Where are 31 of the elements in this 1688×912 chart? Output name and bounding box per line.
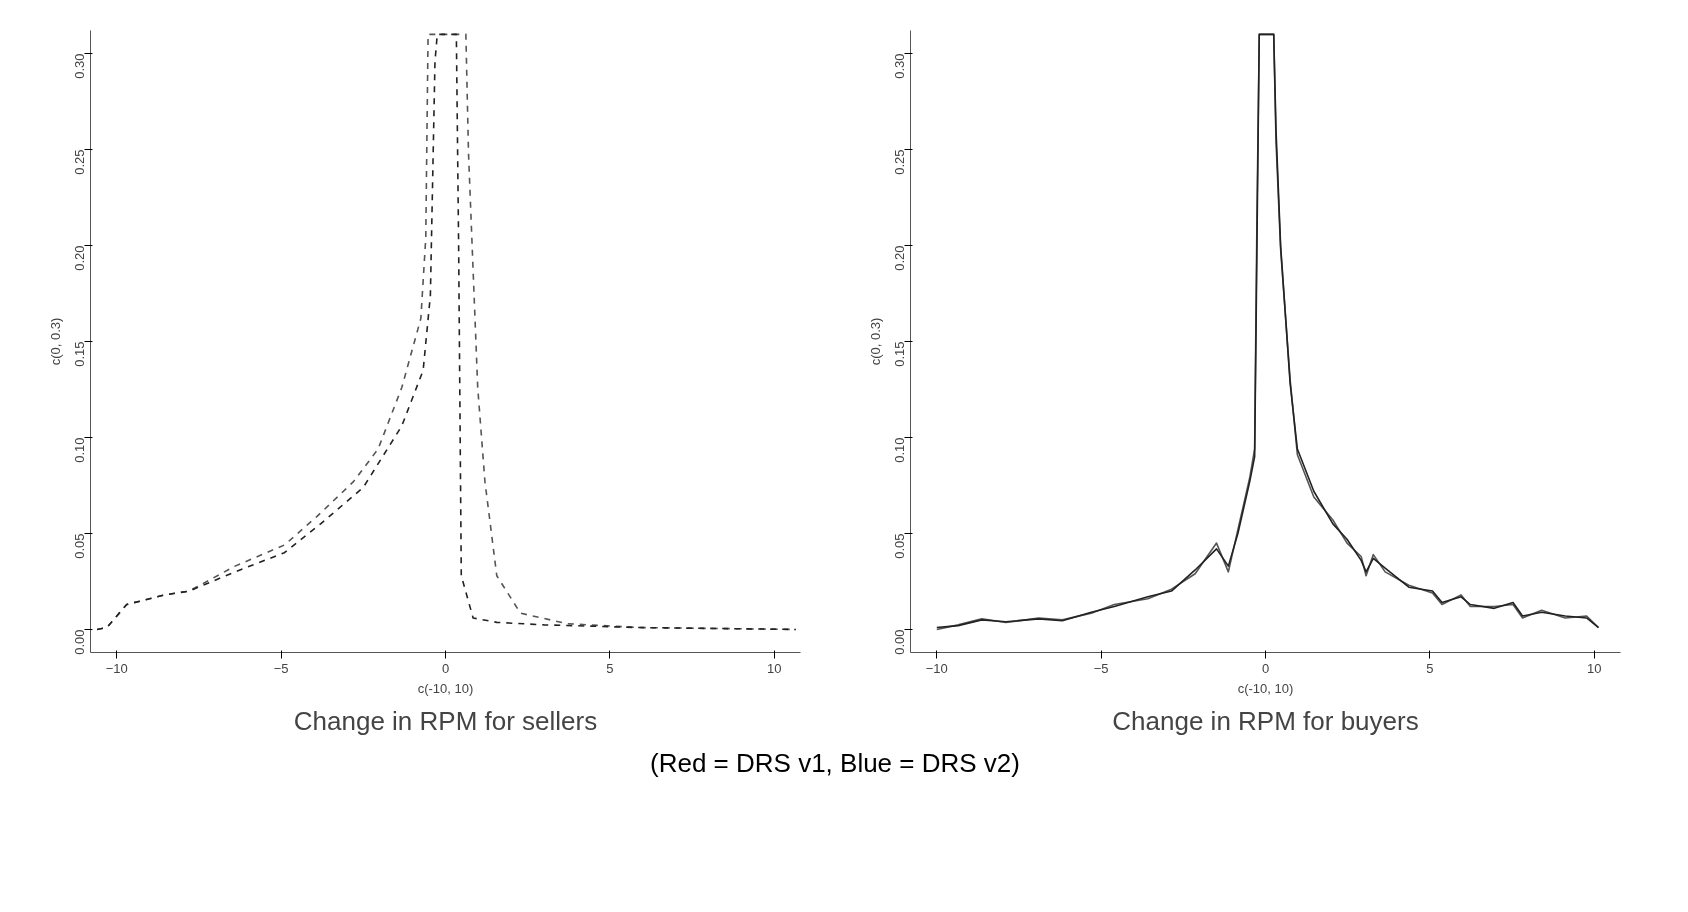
x-tick-label: −10 xyxy=(105,660,128,676)
y-tick-label: 0.10 xyxy=(72,437,87,463)
y-tick-label: 0.30 xyxy=(892,53,907,79)
x-axis-title: c(-10, 10) xyxy=(417,680,474,696)
y-tick-label: 0.10 xyxy=(892,437,907,463)
x-tick-label: −10 xyxy=(925,660,948,676)
y-tick-label: 0.05 xyxy=(72,533,87,559)
x-tick-label: 0 xyxy=(441,660,450,676)
y-tick-label: 0.30 xyxy=(72,53,87,79)
y-axis-title: c(0, 0.3) xyxy=(47,317,63,366)
y-tick-label: 0.00 xyxy=(72,629,87,655)
x-axis-title: c(-10, 10) xyxy=(1237,680,1294,696)
x-tick-label: 10 xyxy=(1586,660,1602,676)
y-tick-label: 0.25 xyxy=(72,149,87,175)
y-tick-label: 0.00 xyxy=(892,629,907,655)
y-axis-title: c(0, 0.3) xyxy=(867,317,883,366)
x-tick-label: −5 xyxy=(273,660,289,676)
y-tick-label: 0.15 xyxy=(892,341,907,367)
x-tick-label: 5 xyxy=(606,660,614,676)
text: Change in RPM for sellers xyxy=(293,705,598,736)
y-tick-label: 0.25 xyxy=(892,149,907,175)
x-tick-label: 5 xyxy=(1426,660,1434,676)
y-tick-label: 0.20 xyxy=(72,245,87,271)
x-tick-label: 0 xyxy=(1261,660,1270,676)
x-tick-label: 10 xyxy=(766,660,782,676)
y-tick-label: 0.15 xyxy=(72,341,87,367)
y-tick-label: 0.05 xyxy=(892,533,907,559)
y-tick-label: 0.20 xyxy=(892,245,907,271)
text: Change in RPM for buyers xyxy=(1112,705,1419,736)
text: (Red = DRS v1, Blue = DRS v2) xyxy=(650,747,1020,780)
x-tick-label: −5 xyxy=(1093,660,1109,676)
